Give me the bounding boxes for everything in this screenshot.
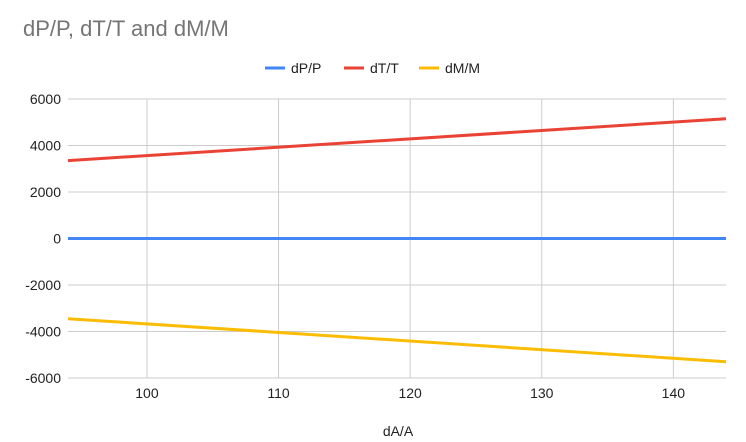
y-tick-label: -6000: [25, 370, 61, 386]
y-axis-ticks: -6000 -4000 -2000 0 2000 4000 6000: [25, 91, 61, 386]
chart-title: dP/P, dT/T and dM/M: [23, 16, 229, 41]
series-lines: [67, 117, 727, 364]
legend-label: dP/P: [291, 60, 321, 76]
series-line-3: [67, 317, 727, 364]
x-tick-label: 120: [398, 385, 422, 401]
legend-label: dT/T: [370, 60, 399, 76]
x-tick-label: 100: [135, 385, 159, 401]
series-line-2: [67, 117, 727, 163]
y-tick-label: 0: [53, 231, 61, 247]
x-tick-label: 130: [530, 385, 554, 401]
x-tick-label: 140: [662, 385, 686, 401]
y-tick-label: -4000: [25, 324, 61, 340]
y-tick-label: 2000: [30, 184, 61, 200]
x-axis-title: dA/A: [383, 423, 414, 439]
legend: dP/P dT/T dM/M: [265, 60, 480, 76]
legend-label: dM/M: [445, 60, 480, 76]
x-tick-label: 110: [267, 385, 290, 401]
y-tick-label: 6000: [30, 91, 61, 107]
y-tick-label: -2000: [25, 277, 61, 293]
y-tick-label: 4000: [30, 138, 61, 154]
x-axis-ticks: 100 110 120 130 140: [135, 385, 685, 401]
